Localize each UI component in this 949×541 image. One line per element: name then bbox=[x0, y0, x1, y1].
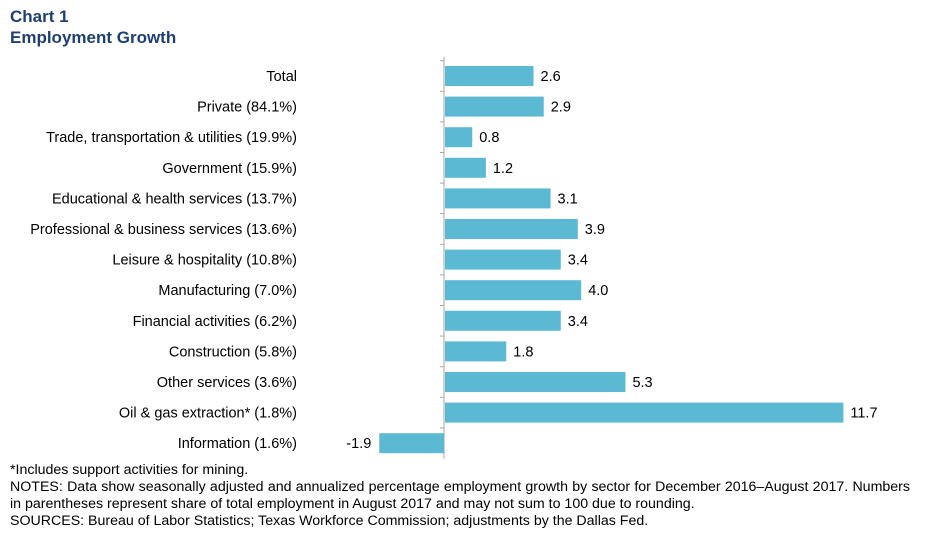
data-label: 0.8 bbox=[479, 130, 499, 146]
bar bbox=[445, 249, 561, 270]
sources-text: SOURCES: Bureau of Labor Statistics; Tex… bbox=[10, 513, 649, 529]
data-label: 3.4 bbox=[568, 314, 588, 330]
data-label: 4.0 bbox=[588, 283, 608, 299]
category-label: Financial activities (6.2%) bbox=[133, 314, 297, 330]
category-label: Construction (5.8%) bbox=[169, 344, 297, 360]
category-label: Total bbox=[266, 69, 297, 85]
bar bbox=[379, 433, 444, 454]
bar bbox=[445, 188, 551, 209]
chart-title-block: Chart 1 Employment Growth bbox=[10, 6, 176, 48]
bar bbox=[445, 157, 486, 178]
category-label: Private (84.1%) bbox=[197, 100, 297, 116]
data-label: 2.6 bbox=[541, 69, 561, 85]
category-label: Oil & gas extraction* (1.8%) bbox=[119, 406, 297, 422]
bar bbox=[445, 402, 844, 423]
category-label: Educational & health services (13.7%) bbox=[52, 191, 297, 207]
data-label: 5.3 bbox=[632, 375, 652, 391]
data-label: 2.9 bbox=[551, 100, 571, 116]
bar bbox=[445, 219, 578, 239]
bar-chart: Total 2.6 Private (84.1%) 2.9 Trade, transpo… bbox=[30, 56, 878, 459]
bar bbox=[445, 372, 626, 392]
category-label: Information (1.6%) bbox=[178, 436, 297, 452]
bar bbox=[445, 310, 561, 331]
notes-block: *Includes support activities for mining.… bbox=[10, 462, 910, 530]
bar bbox=[445, 127, 473, 148]
data-label: -1.9 bbox=[346, 436, 371, 452]
bar bbox=[445, 280, 582, 301]
data-label: 3.1 bbox=[558, 191, 578, 207]
chart-subtitle: Employment Growth bbox=[10, 28, 177, 47]
category-label: Government (15.9%) bbox=[162, 161, 297, 177]
bar bbox=[445, 66, 534, 86]
chart-title: Chart 1 bbox=[10, 7, 69, 26]
data-label: 1.2 bbox=[493, 161, 513, 177]
footnote: *Includes support activities for mining. bbox=[10, 462, 249, 478]
category-label: Professional & business services (13.6%) bbox=[30, 222, 297, 238]
bar bbox=[445, 96, 544, 117]
category-label: Other services (3.6%) bbox=[157, 375, 297, 391]
data-label: 3.9 bbox=[585, 222, 605, 238]
category-label: Leisure & hospitality (10.8%) bbox=[112, 253, 297, 269]
data-label: 1.8 bbox=[513, 344, 533, 360]
data-label: 11.7 bbox=[850, 406, 877, 422]
category-label: Manufacturing (7.0%) bbox=[158, 283, 297, 299]
bar bbox=[445, 341, 507, 362]
data-label: 3.4 bbox=[568, 253, 588, 269]
notes-text: NOTES: Data show seasonally adjusted and… bbox=[10, 479, 910, 512]
category-label: Trade, transportation & utilities (19.9%… bbox=[46, 130, 297, 146]
